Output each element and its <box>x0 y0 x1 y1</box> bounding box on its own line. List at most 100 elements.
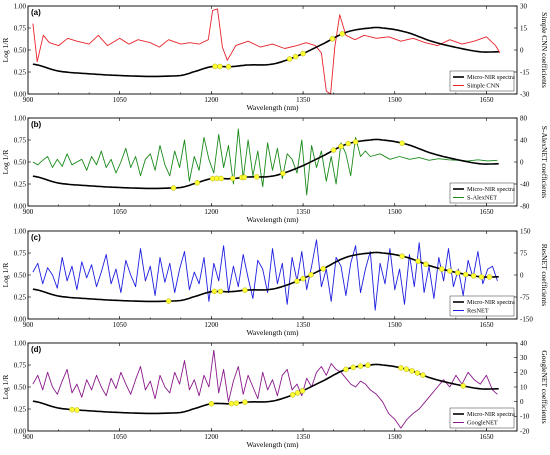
x-tick-label: 1650 <box>479 433 494 441</box>
y2-axis-label: Simple CNN coefficients <box>540 12 549 88</box>
y-tick-label: 0.00 <box>14 202 27 210</box>
x-tick-label: 1050 <box>113 96 128 104</box>
y2-tick-label: -15 <box>520 68 530 76</box>
selected-wavelength-marker <box>253 174 260 180</box>
x-axis-label: Wavelength (nm) <box>246 328 299 337</box>
selected-wavelength-marker <box>242 287 248 293</box>
selected-wavelength-marker <box>398 365 404 371</box>
selected-wavelength-marker <box>233 400 240 406</box>
legend-label-spectrum: Micro-NIR spectra <box>467 186 515 193</box>
selected-wavelength-marker <box>455 270 461 276</box>
x-tick-label: 1050 <box>113 433 128 441</box>
y-tick-label: 0.00 <box>14 427 27 435</box>
selected-wavelength-marker <box>329 36 336 42</box>
selected-wavelength-marker <box>343 366 349 373</box>
y-axis-label: Log 1/R <box>1 375 10 400</box>
selected-wavelength-marker <box>218 175 224 182</box>
legend-label-spectrum: Micro-NIR spectra <box>467 411 515 418</box>
y-tick-label: 0.50 <box>14 158 27 166</box>
y-tick-label: 0.50 <box>14 271 27 279</box>
legend-label-coef: S-AlexNET <box>467 195 497 202</box>
selected-wavelength-marker <box>308 272 314 278</box>
x-tick-label: 900 <box>23 208 34 216</box>
x-tick-label: 1050 <box>113 321 128 329</box>
y2-tick-label: 0 <box>520 398 524 406</box>
panel-label: (b) <box>31 120 42 129</box>
y2-axis-label: S-AlexNET coefficients <box>540 126 549 198</box>
y2-tick-label: 0 <box>520 158 524 166</box>
x-axis-label: Wavelength (nm) <box>246 215 299 224</box>
y2-tick-label: 0 <box>520 46 524 54</box>
coef-series-line <box>32 8 501 95</box>
x-tick-label: 1200 <box>204 433 219 441</box>
selected-wavelength-marker <box>399 253 405 259</box>
selected-wavelength-marker <box>365 362 371 368</box>
y2-tick-label: 40 <box>520 136 528 144</box>
y-tick-label: 0.75 <box>14 361 27 369</box>
y2-axis-label: ResNET coefficients <box>540 244 549 306</box>
selected-wavelength-marker <box>320 266 326 272</box>
y-tick-label: 0.50 <box>14 46 27 54</box>
selected-wavelength-marker <box>74 407 80 413</box>
x-axis-label: Wavelength (nm) <box>246 103 299 112</box>
panel-label: (c) <box>31 233 41 242</box>
x-axis-label: Wavelength (nm) <box>246 440 299 449</box>
x-tick-label: 1200 <box>204 96 219 104</box>
selected-wavelength-marker <box>470 273 477 279</box>
y-axis-label: Log 1/R <box>1 263 10 288</box>
y-tick-label: 1.00 <box>14 339 27 347</box>
selected-wavelength-marker <box>439 266 445 272</box>
selected-wavelength-marker <box>352 139 359 145</box>
panel-a: 900 1050 1200 1350 1500 1650 0.00 0.25 0.50 0.75 1… <box>1 2 549 112</box>
selected-wavelength-marker <box>290 392 296 398</box>
x-tick-label: 1650 <box>479 321 494 329</box>
y2-tick-label: 40 <box>520 339 528 347</box>
y2-tick-label: 75 <box>520 249 528 257</box>
y-tick-label: 0.75 <box>14 136 27 144</box>
selected-wavelength-marker <box>463 271 469 278</box>
x-tick-label: 1350 <box>296 321 311 329</box>
selected-wavelength-marker <box>228 400 235 407</box>
selected-wavelength-marker <box>294 390 301 396</box>
legend-label-spectrum: Micro-NIR spectra <box>467 74 515 81</box>
coef-series-line <box>32 349 498 429</box>
x-tick-label: 1500 <box>388 433 403 441</box>
selected-wavelength-marker <box>69 406 75 413</box>
y2-tick-label: -20 <box>520 427 530 435</box>
x-tick-label: 900 <box>23 96 34 104</box>
y2-tick-label: 0 <box>520 271 524 279</box>
y2-tick-label: 20 <box>520 369 528 377</box>
selected-wavelength-marker <box>399 140 405 146</box>
selected-wavelength-marker <box>330 147 337 153</box>
y2-tick-label: 80 <box>520 114 528 122</box>
legend-label-coef: ResNET <box>467 308 489 315</box>
panel-d: 900 1050 1200 1350 1500 1650 0.00 0.25 0.50 0.75 1… <box>1 339 549 449</box>
selected-wavelength-marker <box>299 388 306 394</box>
x-tick-label: 1650 <box>479 96 494 104</box>
legend-box <box>449 182 515 204</box>
panel-b: 900 1050 1200 1350 1500 1650 0.00 0.25 0.50 0.75 1… <box>1 114 549 224</box>
y2-axis-label: GoogleNET coefficients <box>540 350 549 423</box>
y2-tick-label: -150 <box>520 315 533 323</box>
legend-label-coef: GoogleNET <box>467 420 498 427</box>
coef-series-line <box>32 239 498 311</box>
selected-wavelength-marker <box>280 170 286 177</box>
y2-tick-label: -10 <box>520 413 530 421</box>
y2-tick-label: -75 <box>520 293 530 301</box>
selected-wavelength-marker <box>423 261 429 267</box>
selected-wavelength-marker <box>212 63 218 70</box>
legend-label-coef: Simple CNN <box>467 83 500 90</box>
y-tick-label: 0.75 <box>14 24 27 32</box>
selected-wavelength-marker <box>241 174 248 181</box>
selected-wavelength-marker <box>460 383 466 389</box>
panel-label: (a) <box>31 8 41 17</box>
selected-wavelength-marker <box>300 50 306 57</box>
legend-box <box>449 70 515 92</box>
x-tick-label: 1500 <box>388 321 403 329</box>
selected-wavelength-marker <box>478 274 485 280</box>
plot-frame <box>27 117 518 207</box>
y-tick-label: 0.00 <box>14 90 27 98</box>
selected-wavelength-marker <box>170 185 177 191</box>
y-tick-label: 0.25 <box>14 68 27 76</box>
selected-wavelength-marker <box>293 53 299 60</box>
